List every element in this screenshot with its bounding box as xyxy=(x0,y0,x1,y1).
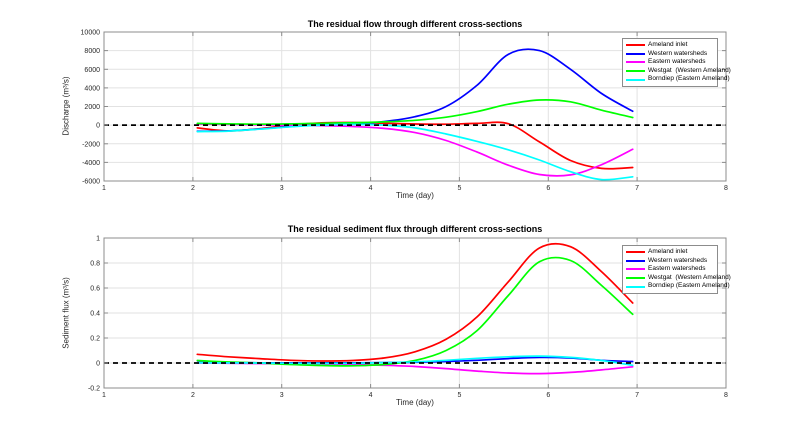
legend-line-sample xyxy=(626,61,645,64)
legend-label: Eastern watersheds xyxy=(648,58,706,66)
x-tick-label: 4 xyxy=(369,185,373,192)
x-tick-label: 5 xyxy=(457,185,461,192)
series-line-ameland-inlet xyxy=(196,242,634,362)
chart1-xlabel: Time (day) xyxy=(396,191,434,200)
y-tick-label: 0.8 xyxy=(90,261,100,268)
legend-item: Westgat (Western Ameland) xyxy=(623,67,731,76)
chart2-title: The residual sediment flux through diffe… xyxy=(287,224,543,234)
x-tick-label: 6 xyxy=(546,392,550,399)
legend-item: Western watersheds xyxy=(623,257,717,266)
x-tick-label: 1 xyxy=(102,185,106,192)
x-tick-label: 7 xyxy=(635,185,639,192)
x-tick-label: 2 xyxy=(191,392,195,399)
series-line-western-watersheds xyxy=(196,48,634,133)
legend-line-sample xyxy=(626,259,645,262)
legend-item: Borndiep (Eastern Ameland) xyxy=(623,282,730,291)
chart2-legend: Ameland inlet Western watersheds Eastern… xyxy=(622,245,731,294)
legend-line-sample xyxy=(626,70,645,73)
x-tick-label: 8 xyxy=(724,185,728,192)
y-tick-label: 1 xyxy=(96,236,100,243)
legend-label: Western watersheds xyxy=(648,256,708,264)
y-tick-label: 0.6 xyxy=(90,286,100,293)
x-tick-label: 5 xyxy=(457,392,461,399)
x-tick-label: 3 xyxy=(280,392,284,399)
series-line-eastern-watersheds xyxy=(196,123,634,177)
legend-item: Eastern watersheds xyxy=(623,58,717,67)
x-tick-label: 4 xyxy=(369,392,373,399)
y-tick-label: -0.2 xyxy=(88,386,100,393)
chart1-ylabel: Discharge (m³/s) xyxy=(61,76,71,136)
legend-line-sample xyxy=(626,285,645,288)
legend-label: Eastern watersheds xyxy=(648,265,706,273)
legend-label: Ameland inlet xyxy=(648,41,688,49)
legend-line-sample xyxy=(626,251,645,254)
legend-label: Ameland inlet xyxy=(648,248,688,256)
x-tick-label: 8 xyxy=(724,392,728,399)
legend-item: Ameland inlet xyxy=(623,41,717,50)
legend-label: Westgat (Western Ameland) xyxy=(648,66,731,74)
x-tick-label: 7 xyxy=(635,392,639,399)
legend-label: Westgat (Western Ameland) xyxy=(648,273,731,281)
legend-line-sample xyxy=(626,44,645,47)
chart-1-plot-area: 1 2 3 4 5 6 7 8 -6000 -4000 -2000 0 2000 4000 6000 8000… xyxy=(81,30,729,193)
chart1-legend: Ameland inlet Western watersheds Eastern… xyxy=(622,38,731,87)
legend-label: Western watersheds xyxy=(648,49,708,57)
chart2-xlabel: Time (day) xyxy=(396,398,434,407)
legend-line-sample xyxy=(626,78,645,81)
y-tick-label: 10000 xyxy=(81,30,101,37)
series-line-eastern-watersheds xyxy=(196,362,634,375)
y-tick-label: 6000 xyxy=(84,67,100,74)
chart2-ylabel: Sediment flux (m³/s) xyxy=(61,277,71,349)
y-tick-label: 4000 xyxy=(84,85,100,92)
y-tick-label: 0 xyxy=(96,123,100,130)
y-tick-label: -2000 xyxy=(82,141,100,148)
legend-line-sample xyxy=(626,268,645,271)
y-tick-label: 0 xyxy=(96,361,100,368)
legend-item: Ameland inlet xyxy=(623,248,717,257)
legend-item: Borndiep (Eastern Ameland) xyxy=(623,75,730,84)
legend-item: Westgat (Western Ameland) xyxy=(623,274,731,283)
chart1-title: The residual flow through different cros… xyxy=(307,19,523,29)
y-tick-label: 0.2 xyxy=(90,336,100,343)
legend-item: Eastern watersheds xyxy=(623,265,717,274)
legend-line-sample xyxy=(626,277,645,280)
x-tick-label: 6 xyxy=(546,185,550,192)
series-line-borndiep-eastern-ameland xyxy=(196,123,634,181)
series-line-westgat-western-ameland xyxy=(196,99,634,126)
legend-item: Western watersheds xyxy=(623,50,717,59)
series-line-westgat-western-ameland xyxy=(196,256,634,367)
y-tick-label: -4000 xyxy=(82,160,100,167)
legend-line-sample xyxy=(626,52,645,55)
x-tick-label: 3 xyxy=(280,185,284,192)
x-tick-label: 1 xyxy=(102,392,106,399)
legend-label: Borndiep (Eastern Ameland) xyxy=(648,75,730,83)
y-tick-label: 8000 xyxy=(84,48,100,55)
y-tick-label: 0.4 xyxy=(90,311,100,318)
chart-2-plot-area: 1 2 3 4 5 6 7 8 -0.2 0 0.2 0.4 0.6 0.8 1 xyxy=(88,236,728,400)
x-tick-label: 2 xyxy=(191,185,195,192)
y-tick-label: 2000 xyxy=(84,104,100,111)
legend-label: Borndiep (Eastern Ameland) xyxy=(648,282,730,290)
y-tick-label: -6000 xyxy=(82,179,100,186)
